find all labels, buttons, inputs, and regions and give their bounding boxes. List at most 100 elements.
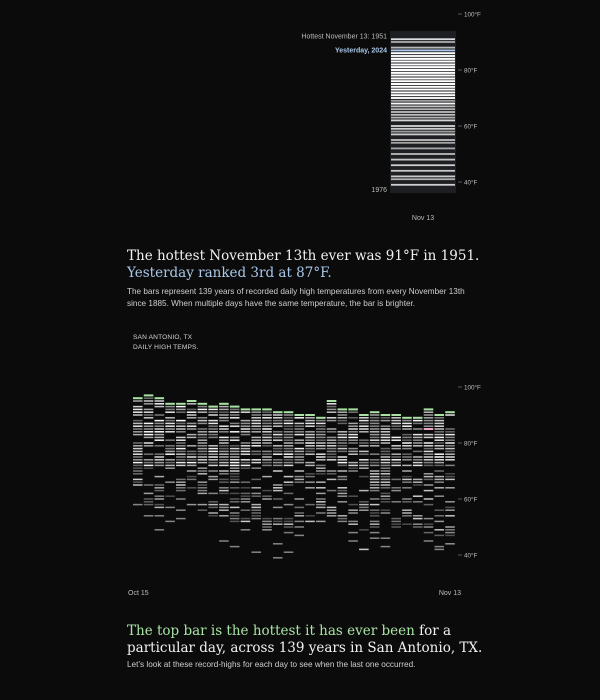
daily-year-bar — [402, 447, 412, 450]
daily-year-bar — [434, 436, 445, 439]
daily-year-bar — [391, 439, 401, 441]
year-bar — [391, 71, 455, 74]
daily-year-bar — [445, 456, 455, 458]
daily-year-bar — [240, 529, 251, 531]
daily-year-bar — [283, 447, 294, 450]
daily-year-bar — [402, 453, 412, 455]
daily-year-bar — [305, 425, 315, 427]
daily-year-bar — [337, 445, 348, 447]
daily-year-bar — [219, 436, 229, 439]
daily-year-bar — [412, 422, 423, 425]
daily-year-bar — [305, 431, 315, 433]
daily-year-bar — [143, 436, 154, 439]
daily-year-bar — [359, 489, 369, 492]
record-high-bar — [283, 411, 294, 414]
year-bar — [391, 105, 455, 108]
year-bar — [391, 139, 455, 141]
record-high-bar — [197, 402, 208, 405]
daily-year-bar — [337, 459, 348, 461]
daily-year-bar — [262, 489, 272, 492]
daily-year-bar — [316, 464, 326, 467]
year-bar — [391, 63, 455, 66]
daily-year-bar — [402, 442, 412, 444]
daily-year-bar — [133, 456, 143, 458]
daily-year-bar — [348, 411, 358, 413]
daily-year-bar — [240, 442, 251, 444]
daily-year-bar — [272, 459, 283, 461]
daily-year-bar — [359, 548, 369, 551]
daily-year-bar — [294, 534, 305, 537]
daily-year-bar — [359, 442, 369, 444]
daily-year-bar — [445, 433, 455, 436]
daily-year-bar — [348, 540, 358, 542]
year-bar — [391, 119, 455, 122]
year-bar — [391, 116, 455, 119]
daily-year-bar — [208, 478, 218, 481]
daily-year-bar — [326, 512, 337, 514]
daily-year-bar — [262, 517, 272, 520]
daily-year-bar — [445, 531, 455, 534]
daily-year-bar — [337, 487, 348, 489]
daily-year-bar — [251, 551, 261, 553]
daily-year-bar — [283, 453, 294, 455]
daily-year-bar — [133, 481, 143, 483]
daily-year-bar — [283, 456, 294, 458]
daily-year-bar — [445, 464, 455, 467]
daily-year-bar — [434, 461, 445, 464]
daily-year-bar — [272, 422, 283, 425]
daily-year-bar — [262, 436, 272, 439]
daily-year-bar — [391, 419, 401, 422]
daily-year-bar — [359, 428, 369, 430]
daily-year-bar — [337, 411, 348, 413]
daily-year-bar — [326, 450, 337, 453]
daily-year-bar — [165, 445, 175, 447]
year-bar — [391, 88, 455, 91]
daily-year-bar — [380, 433, 391, 436]
daily-year-bar — [359, 461, 369, 464]
hottest-annotation: Hottest November 13: 1951 — [301, 34, 387, 41]
daily-year-bar — [283, 431, 294, 433]
daily-year-bar — [133, 459, 143, 461]
daily-year-bar — [434, 417, 445, 419]
daily-year-bar — [219, 473, 229, 475]
daily-year-bar — [369, 439, 380, 441]
daily-year-bar — [154, 433, 165, 436]
daily-year-bar — [154, 425, 165, 427]
daily-year-bar — [133, 428, 143, 430]
daily-year-bar — [208, 512, 218, 514]
daily-year-bar — [219, 442, 229, 444]
daily-year-bar — [380, 428, 391, 430]
daily-year-bar — [229, 520, 240, 523]
daily-year-bar — [369, 453, 380, 455]
daily-year-bar — [165, 467, 175, 469]
daily-year-bar — [154, 439, 165, 441]
daily-year-bar — [262, 456, 272, 458]
daily-year-bar — [359, 417, 369, 419]
daily-year-bar — [326, 417, 337, 419]
daily-year-bar — [283, 459, 294, 461]
daily-year-bar — [402, 433, 412, 436]
daily-year-bar — [434, 515, 445, 517]
daily-year-bar — [316, 467, 326, 469]
daily-year-bar — [445, 526, 455, 528]
daily-year-bar — [197, 456, 208, 458]
daily-year-bar — [154, 459, 165, 461]
daily-year-bar — [337, 439, 348, 441]
daily-year-bar — [176, 425, 186, 427]
daily-year-bar — [359, 506, 369, 509]
daily-year-bar — [283, 461, 294, 464]
daily-year-bar — [186, 456, 197, 458]
daily-year-bar — [305, 450, 315, 453]
daily-year-bar — [133, 464, 143, 467]
record-high-bar — [445, 411, 455, 414]
daily-year-bar — [369, 475, 380, 478]
daily-year-bar — [219, 453, 229, 455]
daily-year-bar — [337, 436, 348, 439]
daily-year-bar — [229, 487, 240, 489]
daily-year-bar — [412, 464, 423, 467]
year-bar — [391, 111, 455, 113]
daily-year-bar — [369, 509, 380, 511]
daily-year-bar — [391, 425, 401, 427]
daily-year-bar — [305, 464, 315, 467]
daily-year-bar — [133, 450, 143, 453]
